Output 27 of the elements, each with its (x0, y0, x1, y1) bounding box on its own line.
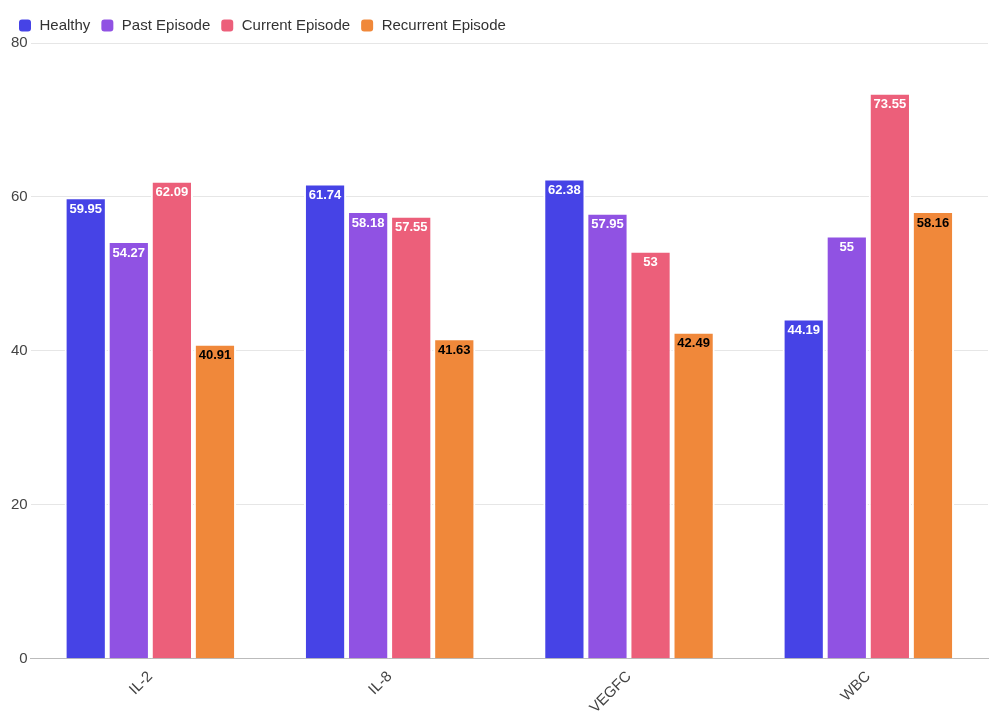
data-label: 57.95 (591, 216, 624, 232)
data-label: 61.74 (308, 187, 343, 203)
data-label: 73.55 (873, 96, 907, 112)
data-label: 40.91 (198, 347, 232, 363)
data-label: 53 (643, 254, 658, 270)
data-label: 41.63 (438, 341, 471, 357)
data-label: 57.55 (394, 219, 428, 235)
data-label: 44.19 (787, 322, 820, 338)
data-label: 58.18 (351, 214, 385, 230)
y-tick-label: 20 (11, 494, 28, 512)
y-tick-label: 0 (19, 648, 28, 666)
legend-label: Past Episode (121, 15, 211, 33)
x-tick-label: IL-8 (364, 667, 395, 698)
legend-label: Recurrent Episode (381, 15, 506, 33)
y-tick-label: 40 (11, 341, 28, 359)
legend-label: Current Episode (241, 15, 351, 33)
legend-label: Healthy (39, 15, 91, 33)
y-tick-label: 60 (11, 187, 28, 205)
data-label: 62.09 (155, 184, 189, 200)
data-label: 54.27 (112, 244, 146, 260)
data-label: 59.95 (69, 200, 102, 216)
data-label: 62.38 (548, 182, 581, 198)
data-label: 58.16 (916, 214, 950, 230)
data-label: 42.49 (677, 335, 710, 351)
data-label: 55 (839, 239, 855, 254)
y-tick-label: 80 (11, 33, 28, 51)
x-tick-label: IL-2 (125, 667, 156, 698)
